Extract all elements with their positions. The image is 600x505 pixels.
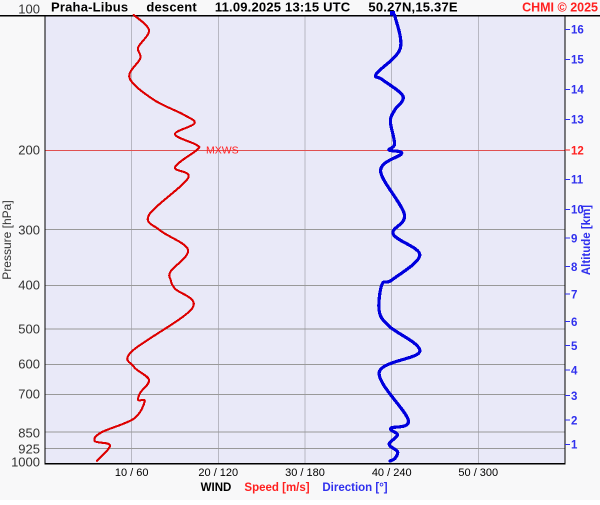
svg-text:11: 11 xyxy=(571,175,584,187)
svg-text:CHMI © 2025: CHMI © 2025 xyxy=(522,1,598,15)
svg-text:700: 700 xyxy=(18,387,40,402)
svg-text:Direction [°]: Direction [°] xyxy=(322,482,387,494)
svg-text:12: 12 xyxy=(571,146,584,158)
svg-text:14: 14 xyxy=(571,85,584,97)
svg-text:4: 4 xyxy=(571,365,578,377)
svg-text:500: 500 xyxy=(18,322,40,337)
svg-text:1: 1 xyxy=(571,440,578,452)
svg-text:15: 15 xyxy=(571,55,584,67)
svg-text:8: 8 xyxy=(571,262,578,274)
svg-text:Speed [m/s]: Speed [m/s] xyxy=(244,482,309,494)
svg-text:3: 3 xyxy=(571,391,577,403)
svg-text:300: 300 xyxy=(18,223,40,238)
svg-text:10 / 60: 10 / 60 xyxy=(115,467,149,479)
svg-text:9: 9 xyxy=(571,234,577,246)
svg-text:13: 13 xyxy=(571,115,584,127)
svg-text:MXWS: MXWS xyxy=(206,145,239,157)
svg-text:100: 100 xyxy=(18,2,40,17)
svg-text:200: 200 xyxy=(18,143,40,158)
svg-text:6: 6 xyxy=(571,317,577,329)
svg-text:50 / 300: 50 / 300 xyxy=(458,467,498,479)
svg-text:Pressure [hPa]: Pressure [hPa] xyxy=(0,200,14,279)
svg-text:WIND: WIND xyxy=(201,482,232,494)
svg-text:2: 2 xyxy=(571,415,577,427)
svg-text:16: 16 xyxy=(571,25,584,37)
svg-text:20 / 120: 20 / 120 xyxy=(198,467,238,479)
svg-text:40 / 240: 40 / 240 xyxy=(372,467,412,479)
svg-text:1000: 1000 xyxy=(11,455,40,470)
svg-text:600: 600 xyxy=(18,357,40,372)
svg-text:Altitude [km]: Altitude [km] xyxy=(581,205,593,275)
svg-text:400: 400 xyxy=(18,278,40,293)
svg-text:850: 850 xyxy=(18,426,40,441)
svg-text:30 / 180: 30 / 180 xyxy=(285,467,325,479)
svg-text:5: 5 xyxy=(571,341,578,353)
svg-text:7: 7 xyxy=(571,290,577,302)
